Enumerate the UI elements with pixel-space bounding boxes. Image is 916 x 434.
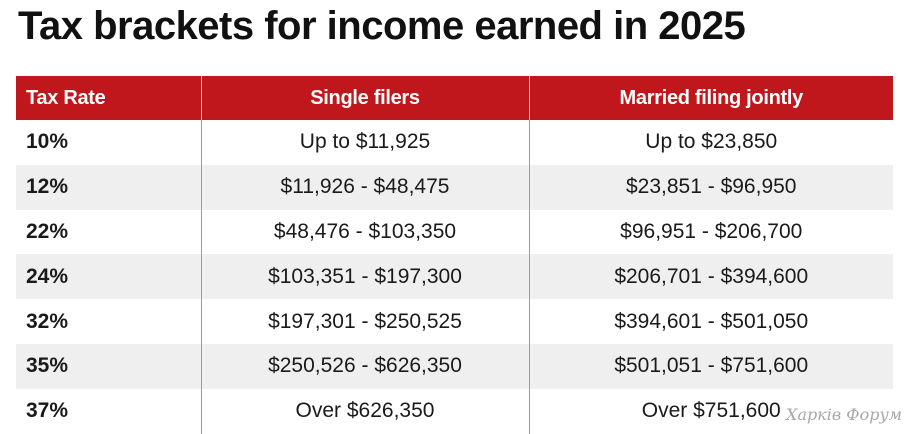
rate-cell: 12% [16,164,201,210]
table-row: 10% Up to $11,925 Up to $23,850 [16,120,893,165]
rate-cell: 10% [26,130,69,154]
married-cell: Over $751,600 [528,388,893,434]
rate-cell: 35% [16,343,201,389]
header-tax-rate: Tax Rate [16,76,201,120]
single-cell: $103,351 - $197,300 [200,254,529,300]
single-cell: $250,526 - $626,350 [200,343,529,389]
rate-cell: 24% [16,254,201,300]
table-row: 12% $11,926 - $48,475 $23,851 - $96,950 [16,164,893,210]
single-cell: $11,926 - $48,475 [200,164,529,210]
single-cell: Up to $11,925 [200,120,529,165]
single-cell: Over $626,350 [200,388,529,434]
header-married-filing-jointly: Married filing jointly [528,76,893,120]
married-cell: $501,051 - $751,600 [528,343,893,389]
table-row: 35% $250,526 - $626,350 $501,051 - $751,… [16,343,893,389]
rate-cell: 37% [26,399,69,423]
rate-cell: 22% [26,219,69,243]
watermark: Харків Форум [786,405,902,424]
single-cell: $197,301 - $250,525 [200,299,529,344]
table-row: 32% $197,301 - $250,525 $394,601 - $501,… [16,299,893,344]
table-row: 22% $48,476 - $103,350 $96,951 - $206,70… [16,209,893,255]
table-row: 24% $103,351 - $197,300 $206,701 - $394,… [16,254,893,300]
married-cell: $96,951 - $206,700 [528,209,893,255]
married-cell: $394,601 - $501,050 [528,299,893,344]
single-cell: $48,476 - $103,350 [200,209,529,255]
married-cell: $23,851 - $96,950 [528,164,893,210]
table-header-row: Tax Rate Single filers Married filing jo… [16,76,893,120]
tax-brackets-table: Tax Rate Single filers Married filing jo… [16,76,893,434]
table-row: 37% Over $626,350 Over $751,600 [16,388,893,434]
rate-cell: 32% [26,309,69,333]
married-cell: $206,701 - $394,600 [528,254,893,300]
married-cell: Up to $23,850 [528,120,893,165]
page-title: Tax brackets for income earned in 2025 [18,4,746,48]
header-single-filers: Single filers [200,76,529,120]
